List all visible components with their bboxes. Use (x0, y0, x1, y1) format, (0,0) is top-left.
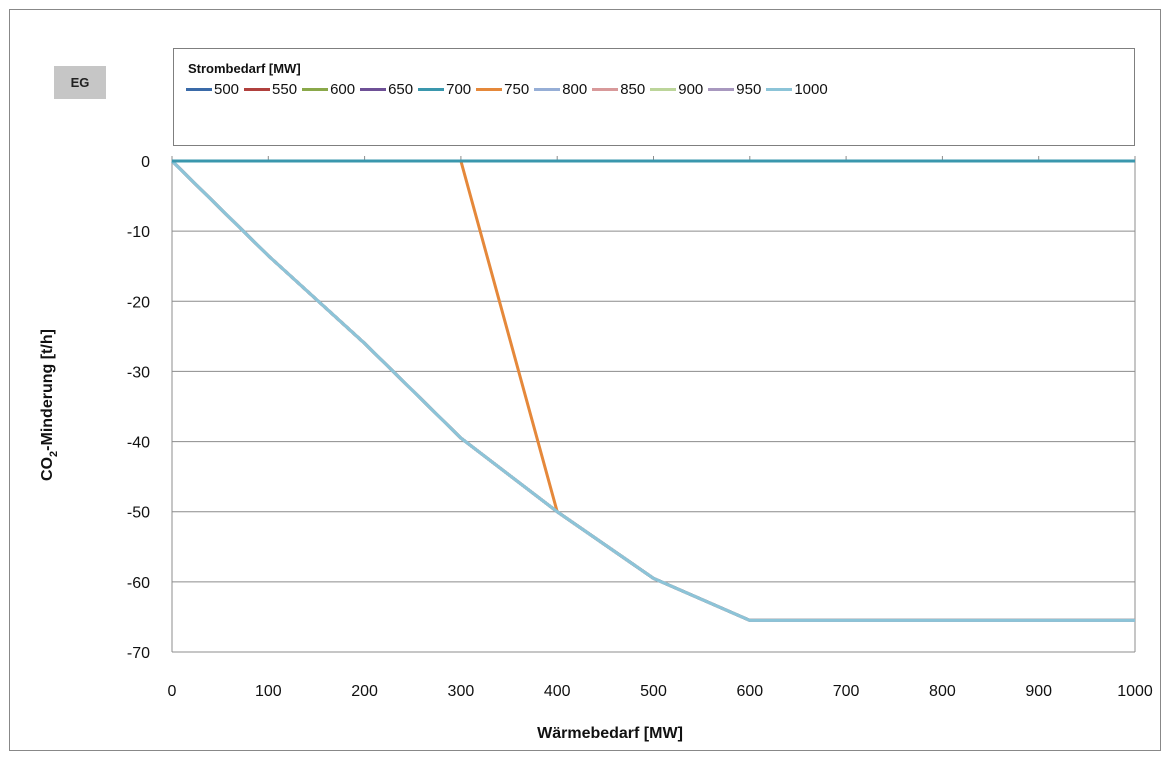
y-axis-title: CO2-Minderung [t/h] (39, 329, 60, 481)
legend: Strombedarf [MW] 500 550 600 650 700 750 800 85… (173, 48, 1135, 146)
legend-swatch (302, 88, 329, 91)
gridlines (172, 160, 1135, 653)
legend-label: 500 (214, 81, 240, 98)
legend-item-1000: 1000 (766, 81, 828, 98)
series-line-900 (170, 159, 1135, 622)
y-tick-label: -20 (127, 294, 150, 311)
legend-item-600: 600 (302, 81, 355, 98)
y-tick-label: -40 (127, 435, 150, 452)
legend-swatch (418, 88, 445, 91)
legend-label: 550 (272, 81, 298, 98)
x-tick-label: 500 (640, 683, 667, 700)
series-line-950 (170, 159, 1135, 622)
x-tick-label: 0 (168, 683, 177, 700)
x-tick-label: 100 (255, 683, 282, 700)
y-tick-label: -50 (127, 505, 150, 522)
series-line-750 (172, 159, 1135, 622)
legend-swatch (360, 88, 387, 91)
legend-item-700: 700 (418, 81, 471, 98)
y-axis-title-sub: 2 (48, 451, 60, 457)
x-axis-title: Wärmebedarf [MW] (537, 725, 683, 742)
scenario-badge: EG (54, 66, 106, 99)
legend-item-950: 950 (708, 81, 761, 98)
legend-title: Strombedarf [MW] (188, 61, 301, 76)
series-line-550 (170, 159, 1135, 622)
series-line-600 (170, 159, 1135, 622)
legend-item-550: 550 (244, 81, 297, 98)
legend-item-900: 900 (650, 81, 703, 98)
legend-swatch (592, 88, 619, 91)
legend-item-800: 800 (534, 81, 587, 98)
y-tick-label: -60 (127, 575, 150, 592)
x-tick-label: 700 (833, 683, 860, 700)
legend-swatch (476, 88, 503, 91)
legend-label: 750 (504, 81, 530, 98)
y-axis-title-main: CO (39, 457, 56, 481)
series-line-500 (170, 159, 1135, 622)
legend-item-500: 500 (186, 81, 239, 98)
legend-label: 900 (678, 81, 704, 98)
legend-swatch (186, 88, 212, 91)
series-line-850 (170, 159, 1135, 622)
legend-label: 700 (446, 81, 472, 98)
x-tick-label: 900 (1025, 683, 1052, 700)
x-tick-label: 800 (929, 683, 956, 700)
legend-item-850: 850 (592, 81, 645, 98)
series-lines (170, 159, 1135, 622)
legend-swatch (534, 88, 561, 91)
legend-swatch (244, 88, 271, 91)
x-tick-label: 600 (736, 683, 763, 700)
legend-label: 800 (562, 81, 588, 98)
legend-swatch (708, 88, 735, 91)
legend-label: 1000 (794, 81, 828, 98)
legend-label: 950 (736, 81, 762, 98)
y-tick-labels: 0 -10 -20 -30 -40 -50 -60 -70 (127, 154, 150, 662)
y-tick-label: -30 (127, 364, 150, 381)
y-tick-label: 0 (141, 154, 150, 171)
y-axis-title-rest: -Minderung [t/h] (39, 329, 56, 451)
series-line-650 (170, 159, 1135, 622)
series-line-1000 (170, 159, 1135, 622)
x-tick-label: 1000 (1117, 683, 1153, 700)
legend-label: 600 (330, 81, 356, 98)
x-tick-label: 300 (448, 683, 475, 700)
chart-frame (9, 9, 1161, 751)
x-tick-labels: 0 100 200 300 400 500 600 700 800 900 1000 (168, 683, 1153, 700)
series-line-800 (170, 159, 1135, 622)
legend-items: 500 550 600 650 700 750 800 850 900 950 1000 (186, 81, 833, 98)
x-tick-label: 200 (351, 683, 378, 700)
y-tick-label: -70 (127, 645, 150, 662)
legend-item-650: 650 (360, 81, 413, 98)
legend-swatch (650, 88, 677, 91)
legend-swatch (766, 88, 793, 91)
legend-label: 850 (620, 81, 646, 98)
y-tick-label: -10 (127, 224, 150, 241)
legend-item-750: 750 (476, 81, 529, 98)
x-tick-label: 400 (544, 683, 571, 700)
legend-label: 650 (388, 81, 414, 98)
